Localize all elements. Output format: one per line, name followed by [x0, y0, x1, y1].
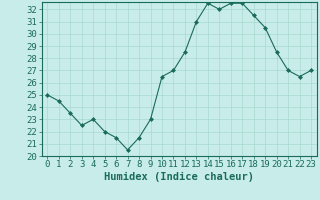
- X-axis label: Humidex (Indice chaleur): Humidex (Indice chaleur): [104, 172, 254, 182]
